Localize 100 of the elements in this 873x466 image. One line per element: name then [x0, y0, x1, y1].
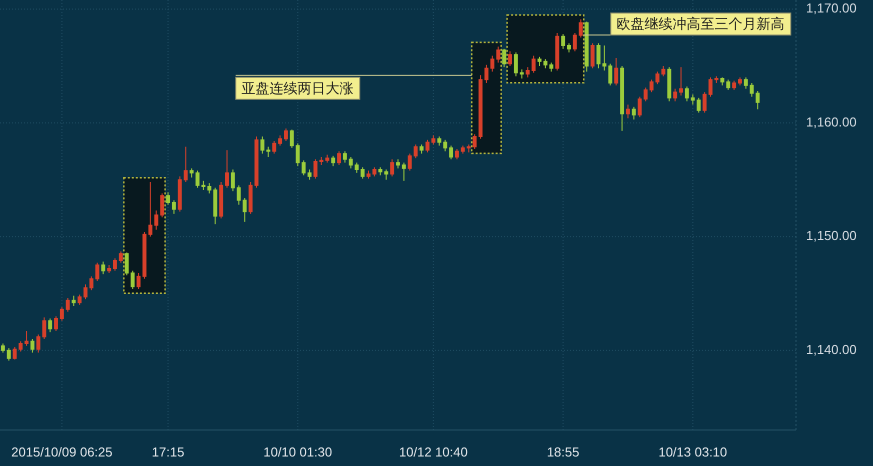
- candlestick: [260, 136, 264, 154]
- candlestick: [196, 170, 200, 188]
- candlestick: [254, 136, 258, 188]
- candlestick: [596, 42, 600, 69]
- candlestick: [655, 71, 660, 85]
- candlestick: [454, 148, 459, 160]
- candlestick: [24, 330, 29, 346]
- candlestick: [160, 192, 164, 218]
- candlestick: [130, 270, 135, 290]
- candlestick: [284, 128, 288, 142]
- x-tick-label: 10/12 10:40: [399, 444, 468, 460]
- candlestick: [650, 79, 654, 93]
- candlestick: [514, 52, 518, 77]
- candlestick: [466, 144, 471, 153]
- candlestick: [584, 21, 589, 72]
- candlestick: [420, 144, 424, 154]
- candlestick: [354, 162, 359, 174]
- candlestick: [520, 68, 524, 79]
- candlestick: [502, 48, 506, 68]
- candlestick: [178, 176, 182, 212]
- candlestick: [572, 32, 577, 52]
- candlestick: [184, 146, 188, 183]
- candlestick: [578, 18, 583, 38]
- candlestick: [738, 76, 742, 86]
- candlestick: [18, 340, 23, 352]
- candlestick: [54, 316, 58, 332]
- candlestick: [148, 182, 152, 238]
- candlestick: [313, 158, 318, 180]
- candlestick: [219, 182, 224, 219]
- candlestick: [0, 343, 5, 354]
- x-tick-label: 2015/10/09 06:25: [11, 444, 113, 460]
- candlestick: [337, 150, 342, 166]
- candlestick: [319, 156, 324, 166]
- candlestick: [278, 134, 282, 146]
- x-tick-label: 10/13 03:10: [658, 444, 728, 460]
- candlestick: [78, 294, 82, 306]
- candlestick: [532, 55, 536, 74]
- candlestick: [602, 45, 606, 72]
- candlestick: [561, 34, 566, 50]
- candlestick: [366, 170, 370, 180]
- candlestick: [626, 104, 630, 119]
- candlestick: [101, 261, 106, 275]
- candlestick: [266, 146, 270, 158]
- candlestick: [526, 66, 530, 78]
- candlestick: [248, 182, 253, 214]
- candlestick: [632, 106, 636, 120]
- candlestick: [172, 200, 176, 214]
- candlestick: [396, 158, 400, 169]
- candlestick: [201, 180, 206, 190]
- candlestick: [348, 156, 353, 169]
- y-tick-label: 1,150.00: [806, 228, 857, 244]
- candlestick: [230, 169, 235, 192]
- candlestick: [508, 50, 512, 66]
- candlestick: [684, 86, 689, 102]
- candlestick: [30, 338, 34, 354]
- candlestick: [372, 166, 376, 177]
- candlestick: [484, 64, 488, 84]
- candlestick: [48, 318, 52, 333]
- candlestick: [308, 169, 312, 180]
- y-tick-label: 1,160.00: [806, 114, 857, 130]
- candlestick: [331, 155, 336, 167]
- candlestick: [490, 55, 494, 72]
- candlestick: [679, 66, 683, 96]
- candlestick: [620, 65, 624, 132]
- candlestick: [549, 62, 554, 72]
- candlestick: [302, 160, 306, 176]
- candlestick: [402, 162, 406, 182]
- annotation: 亚盘连续两日大涨: [242, 80, 354, 96]
- candlestick: [107, 264, 112, 274]
- candlestick: [113, 258, 117, 272]
- candlestick: [225, 150, 229, 188]
- candlestick: [426, 139, 430, 153]
- candlestick: [89, 276, 94, 291]
- candlestick: [360, 166, 365, 180]
- candlestick: [95, 262, 100, 282]
- candlestick: [661, 65, 666, 77]
- y-tick-label: 1,140.00: [806, 342, 857, 357]
- candlestick: [538, 56, 542, 66]
- annotation: 欧盘继续冲高至三个月新高: [610, 12, 792, 36]
- candlestick: [614, 58, 618, 86]
- candlestick: [590, 42, 595, 69]
- candlestick: [390, 158, 394, 177]
- candlestick: [702, 92, 707, 114]
- candlestick: [166, 192, 170, 206]
- candlestick: [36, 334, 40, 354]
- candlestick: [543, 58, 548, 69]
- candlestick: [325, 154, 330, 164]
- candlestick: [555, 32, 560, 72]
- candlestick: [136, 272, 141, 290]
- candlestick: [472, 134, 477, 150]
- candlestick: [744, 76, 748, 90]
- candlestick: [118, 250, 123, 264]
- candlestick: [342, 150, 347, 164]
- candlestick: [60, 306, 64, 322]
- candlestick: [714, 76, 718, 84]
- candlestick: [72, 295, 76, 307]
- x-tick-label: 17:15: [152, 444, 184, 460]
- candlestick: [478, 74, 483, 140]
- candlestick: [460, 145, 465, 154]
- candlestick: [66, 298, 70, 312]
